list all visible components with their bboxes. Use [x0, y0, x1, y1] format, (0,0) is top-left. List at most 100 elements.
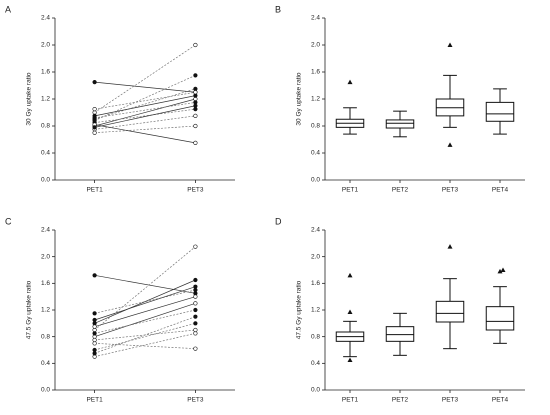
- point: [193, 327, 198, 333]
- y-axis-title: 47.5 Gy uptake ratio: [296, 280, 303, 339]
- point: [92, 273, 97, 278]
- point: [193, 294, 198, 299]
- y-tick-label: 0.8: [311, 333, 320, 340]
- pair-line: [94, 81, 196, 93]
- point: [193, 140, 198, 145]
- y-tick-label: 0.8: [311, 123, 320, 130]
- outlier: [347, 309, 353, 314]
- pair-line: [94, 44, 196, 113]
- x-tick-label: PET2: [392, 187, 409, 194]
- y-tick-label: 1.2: [41, 307, 50, 314]
- pair-line: [94, 98, 196, 127]
- point: [193, 284, 198, 289]
- point: [92, 324, 97, 329]
- box: [435, 300, 465, 323]
- pair-line: [94, 246, 196, 331]
- x-tick-label: PET3: [442, 187, 459, 194]
- y-tick-label: 2.0: [41, 253, 50, 260]
- point: [193, 73, 198, 78]
- y-tick-label: 2.0: [41, 42, 50, 49]
- outlier: [500, 267, 506, 272]
- point: [92, 110, 97, 115]
- y-tick-label: 2.0: [311, 42, 320, 49]
- point: [92, 311, 97, 316]
- point: [92, 107, 97, 112]
- y-tick-label: 1.6: [311, 280, 320, 287]
- point: [92, 125, 97, 130]
- point: [193, 321, 198, 326]
- pair-line: [94, 329, 196, 341]
- outlier: [347, 357, 353, 362]
- pair-line: [94, 342, 196, 350]
- box: [385, 119, 415, 129]
- y-tick-label: 1.6: [41, 280, 50, 287]
- pair-line: [94, 124, 196, 144]
- outlier: [447, 42, 453, 47]
- pair-line: [94, 91, 196, 110]
- point: [92, 115, 97, 120]
- pair-line: [94, 95, 196, 117]
- x-tick-label: PET3: [187, 397, 204, 404]
- pair-line: [94, 88, 196, 120]
- y-tick-label: 2.0: [311, 253, 320, 260]
- point: [193, 42, 198, 48]
- y-tick-label: 1.6: [311, 69, 320, 76]
- x-tick-label: PET4: [492, 397, 509, 404]
- pair-line: [94, 108, 196, 123]
- y-tick-label: 0.8: [41, 123, 50, 130]
- y-tick-label: 0.4: [41, 150, 50, 157]
- point: [193, 90, 198, 95]
- pair-line: [94, 279, 196, 324]
- pair-line: [94, 115, 196, 130]
- outlier: [347, 79, 353, 85]
- y-tick-label: 0.0: [41, 177, 50, 184]
- y-tick-label: 0.4: [311, 360, 320, 367]
- y-tick-label: 2.4: [311, 227, 320, 234]
- point: [193, 346, 198, 351]
- point: [193, 93, 198, 98]
- y-tick-label: 1.6: [41, 69, 50, 76]
- y-tick-label: 0.8: [41, 333, 50, 340]
- y-tick-label: 0.4: [311, 150, 320, 157]
- point: [193, 123, 198, 129]
- panel-label: C: [5, 216, 12, 226]
- point: [193, 244, 198, 249]
- y-tick-label: 0.0: [311, 387, 320, 394]
- y-tick-label: 2.4: [41, 227, 50, 234]
- x-tick-label: PET1: [342, 397, 359, 404]
- point: [193, 314, 198, 319]
- x-tick-label: PET3: [442, 397, 459, 404]
- box: [485, 306, 515, 331]
- point: [193, 277, 198, 283]
- panel-label: B: [275, 4, 281, 14]
- y-tick-label: 1.2: [311, 307, 320, 314]
- x-tick-label: PET1: [342, 187, 359, 194]
- pair-line: [94, 125, 196, 134]
- y-tick-label: 2.4: [311, 15, 320, 22]
- panel-label: A: [5, 4, 11, 14]
- outlier: [347, 272, 353, 278]
- point: [92, 317, 97, 323]
- y-axis-title: 30 Gy uptake ratio: [296, 72, 303, 125]
- y-tick-label: 2.4: [41, 15, 50, 22]
- box: [485, 101, 515, 122]
- outlier: [497, 268, 503, 274]
- point: [92, 80, 97, 85]
- pair-line: [94, 309, 196, 334]
- point: [193, 103, 198, 108]
- outlier: [447, 244, 453, 249]
- point: [193, 86, 198, 91]
- pair-line: [94, 102, 196, 119]
- y-tick-label: 0.0: [311, 177, 320, 184]
- y-tick-label: 0.0: [41, 387, 50, 394]
- pair-line: [94, 296, 196, 328]
- x-tick-label: PET4: [492, 187, 509, 194]
- y-tick-label: 1.2: [311, 96, 320, 103]
- panel-label: D: [275, 216, 282, 226]
- point: [193, 107, 198, 112]
- point: [193, 113, 198, 118]
- point: [92, 331, 97, 336]
- y-tick-label: 1.2: [41, 96, 50, 103]
- point: [92, 351, 97, 356]
